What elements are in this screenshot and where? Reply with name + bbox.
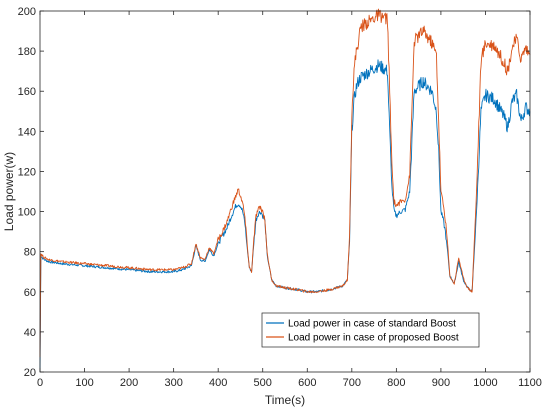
x-tick-label: 1100	[518, 377, 542, 389]
y-axis-title: Load power(w)	[2, 152, 16, 231]
y-tick-label: 100	[18, 207, 36, 219]
legend: Load power in case of standard Boost Loa…	[261, 312, 480, 348]
legend-box	[261, 312, 480, 348]
x-axis-title: Time(s)	[265, 393, 305, 407]
legend-label-proposed-boost: Load power in case of proposed Boost	[288, 333, 459, 344]
series-line-proposed-boost	[39, 8, 531, 358]
x-tick-label: 500	[254, 377, 272, 389]
x-tick-label: 600	[298, 377, 316, 389]
y-tick-label: 20	[24, 367, 36, 379]
x-tick-label: 800	[387, 377, 405, 389]
x-tick-label: 100	[75, 377, 93, 389]
y-tick-label: 140	[18, 126, 36, 138]
plot-area	[40, 11, 530, 372]
y-tick-label: 80	[24, 247, 36, 259]
x-tick-label: 700	[343, 377, 361, 389]
plot-frame	[39, 10, 531, 373]
x-tick-label: 900	[432, 377, 450, 389]
y-axis: 20 40 60 80 100 120 140 160 180 200	[18, 6, 530, 379]
legend-label-standard-boost: Load power in case of standard Boost	[288, 319, 456, 330]
series-layer	[39, 8, 531, 373]
y-tick-label: 160	[18, 86, 36, 98]
y-tick-label: 180	[18, 46, 36, 58]
x-tick-label: 0	[37, 377, 43, 389]
x-axis: 0 100 200 300 400 500 600 700 800 900 1000 1100	[37, 11, 542, 389]
x-tick-label: 1000	[473, 377, 497, 389]
x-tick-label: 300	[164, 377, 182, 389]
y-tick-label: 60	[24, 287, 36, 299]
x-tick-label: 200	[120, 377, 138, 389]
x-tick-label: 400	[209, 377, 227, 389]
y-tick-label: 200	[18, 6, 36, 18]
y-tick-label: 120	[18, 166, 36, 178]
y-tick-label: 40	[24, 327, 36, 339]
